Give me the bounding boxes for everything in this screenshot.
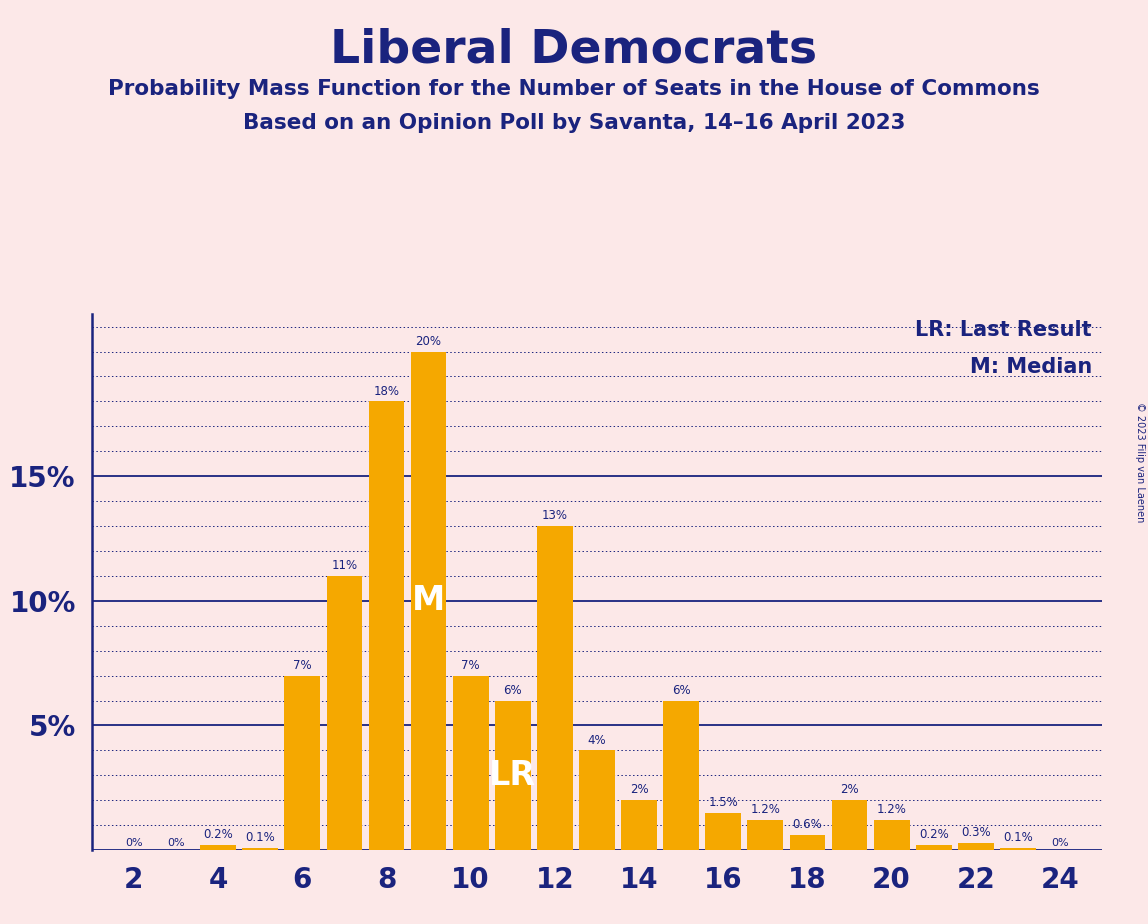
Text: Based on an Opinion Poll by Savanta, 14–16 April 2023: Based on an Opinion Poll by Savanta, 14–… — [242, 113, 906, 133]
Text: 1.5%: 1.5% — [708, 796, 738, 808]
Bar — [664, 700, 699, 850]
Bar — [200, 845, 236, 850]
Bar — [790, 835, 825, 850]
Bar — [874, 821, 909, 850]
Text: 0.2%: 0.2% — [918, 828, 948, 842]
Text: 18%: 18% — [373, 384, 400, 397]
Bar — [452, 675, 489, 850]
Bar — [957, 843, 994, 850]
Text: 1.2%: 1.2% — [877, 804, 907, 817]
Bar — [537, 526, 573, 850]
Text: LR: LR — [489, 759, 536, 792]
Text: Liberal Democrats: Liberal Democrats — [331, 28, 817, 73]
Text: 7%: 7% — [293, 659, 311, 672]
Text: 0.1%: 0.1% — [1003, 831, 1033, 844]
Text: 0.2%: 0.2% — [203, 828, 233, 842]
Text: 2%: 2% — [840, 784, 859, 796]
Bar — [369, 401, 404, 850]
Text: 0%: 0% — [1052, 837, 1069, 847]
Bar — [747, 821, 783, 850]
Text: 6%: 6% — [504, 684, 522, 697]
Text: M: Median: M: Median — [970, 357, 1092, 377]
Text: 4%: 4% — [588, 734, 606, 747]
Text: 20%: 20% — [416, 334, 442, 347]
Text: 2%: 2% — [630, 784, 649, 796]
Text: © 2023 Filip van Laenen: © 2023 Filip van Laenen — [1135, 402, 1145, 522]
Bar — [579, 750, 615, 850]
Text: 7%: 7% — [461, 659, 480, 672]
Text: 11%: 11% — [332, 559, 357, 572]
Text: Probability Mass Function for the Number of Seats in the House of Commons: Probability Mass Function for the Number… — [108, 79, 1040, 99]
Bar — [411, 351, 447, 850]
Bar — [916, 845, 952, 850]
Text: 6%: 6% — [672, 684, 690, 697]
Bar — [705, 813, 742, 850]
Text: 0%: 0% — [125, 837, 142, 847]
Text: 0%: 0% — [168, 837, 185, 847]
Text: 0.3%: 0.3% — [961, 826, 991, 839]
Bar — [621, 800, 657, 850]
Bar — [495, 700, 530, 850]
Text: 13%: 13% — [542, 509, 568, 522]
Text: 0.6%: 0.6% — [792, 819, 822, 832]
Bar — [326, 576, 363, 850]
Text: LR: Last Result: LR: Last Result — [915, 320, 1092, 339]
Bar — [242, 847, 278, 850]
Bar — [1000, 847, 1035, 850]
Text: 0.1%: 0.1% — [246, 831, 276, 844]
Text: 1.2%: 1.2% — [751, 804, 781, 817]
Text: M: M — [412, 584, 445, 617]
Bar — [285, 675, 320, 850]
Bar — [831, 800, 868, 850]
